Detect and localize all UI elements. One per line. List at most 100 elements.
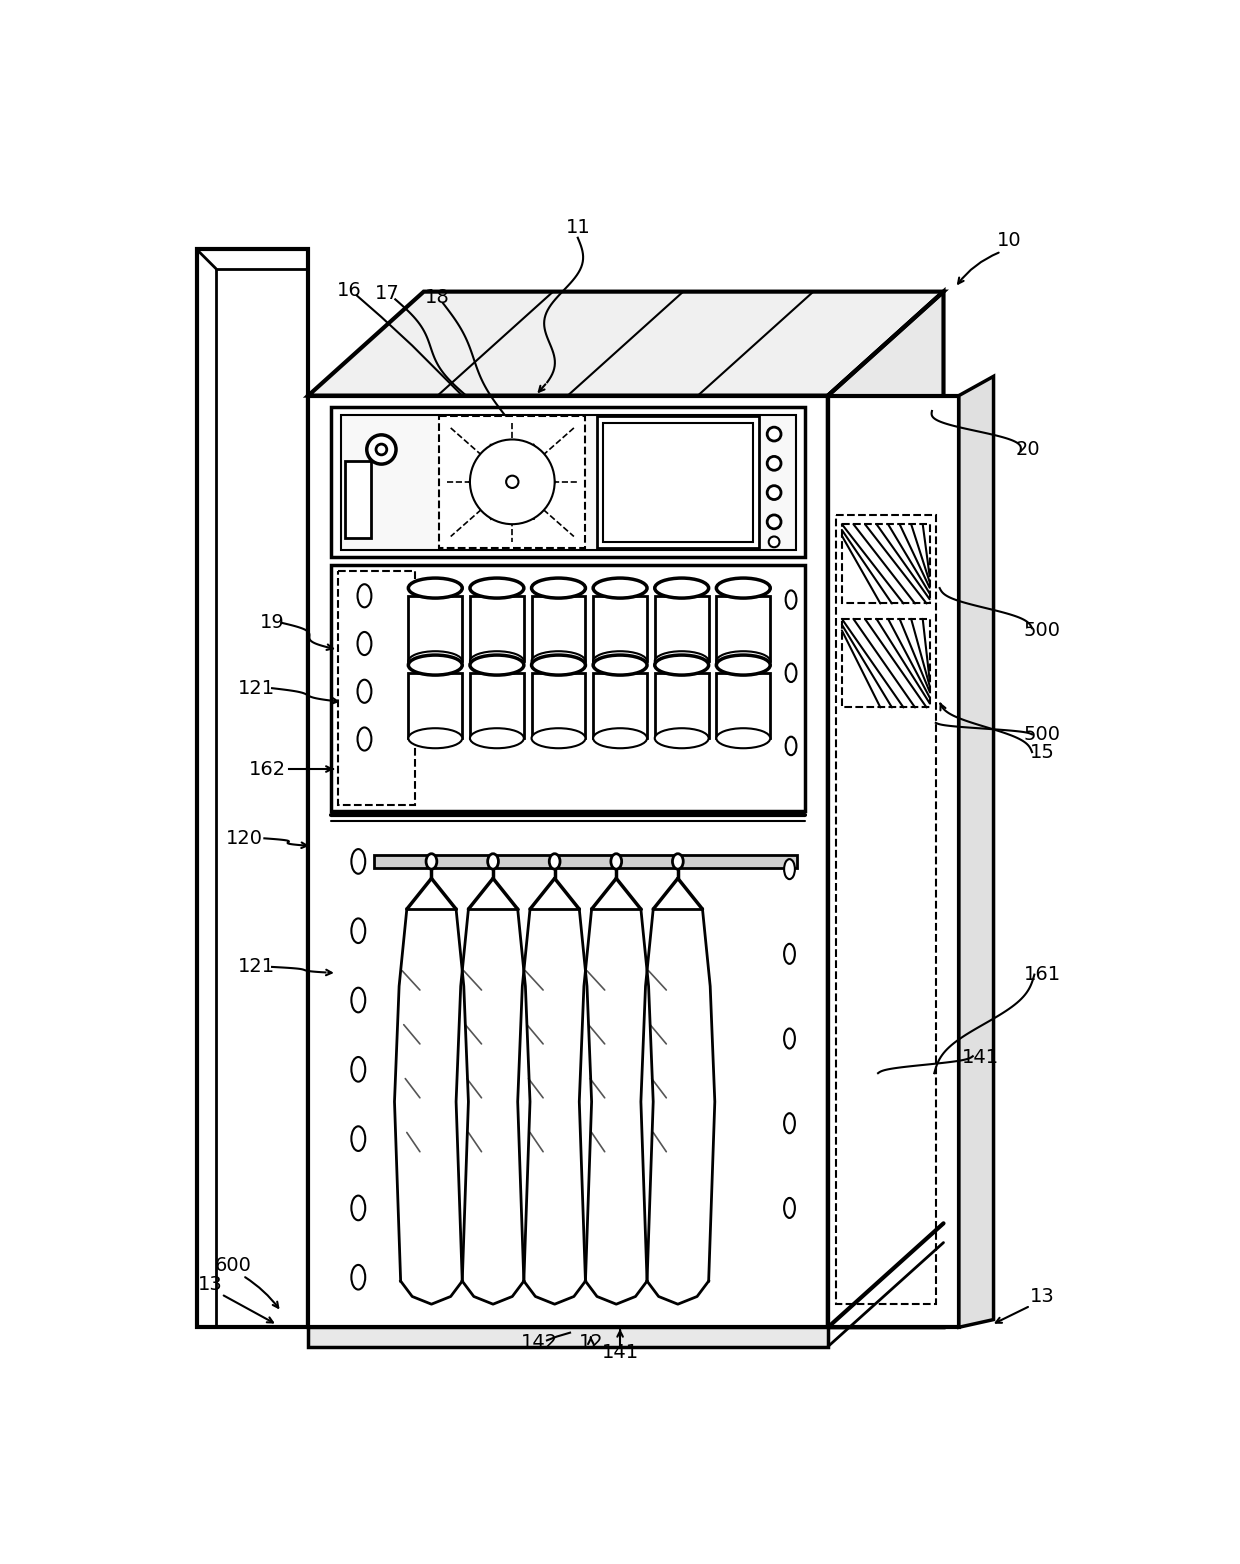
Ellipse shape — [376, 444, 387, 455]
Ellipse shape — [786, 590, 796, 608]
Text: 17: 17 — [376, 285, 401, 303]
Ellipse shape — [786, 737, 796, 755]
Ellipse shape — [768, 486, 781, 499]
Text: 142: 142 — [521, 1333, 558, 1353]
Text: 13: 13 — [1029, 1287, 1054, 1306]
Text: 600: 600 — [215, 1256, 252, 1275]
Polygon shape — [836, 515, 936, 1304]
Ellipse shape — [408, 655, 463, 676]
Polygon shape — [331, 565, 805, 812]
Ellipse shape — [655, 655, 708, 676]
Polygon shape — [408, 673, 463, 738]
Polygon shape — [717, 596, 770, 662]
Ellipse shape — [532, 729, 585, 748]
Text: 20: 20 — [1016, 439, 1040, 458]
Polygon shape — [470, 596, 523, 662]
Ellipse shape — [351, 849, 366, 874]
Ellipse shape — [593, 729, 647, 748]
Ellipse shape — [470, 579, 523, 597]
Ellipse shape — [357, 632, 372, 655]
Ellipse shape — [593, 651, 647, 671]
Polygon shape — [373, 856, 797, 868]
Ellipse shape — [717, 729, 770, 748]
Text: 15: 15 — [1029, 743, 1054, 762]
Text: 11: 11 — [565, 219, 590, 238]
Polygon shape — [828, 396, 959, 1328]
Text: 10: 10 — [997, 230, 1022, 250]
Ellipse shape — [367, 435, 396, 465]
Ellipse shape — [351, 918, 366, 943]
Text: 13: 13 — [198, 1275, 223, 1295]
Ellipse shape — [655, 729, 708, 748]
Polygon shape — [842, 524, 930, 604]
Text: 162: 162 — [249, 760, 286, 779]
Ellipse shape — [532, 655, 585, 676]
Text: 121: 121 — [238, 957, 275, 976]
Ellipse shape — [784, 1029, 795, 1048]
Ellipse shape — [717, 651, 770, 671]
Polygon shape — [828, 291, 944, 1328]
Ellipse shape — [408, 729, 463, 748]
Ellipse shape — [655, 651, 708, 671]
Polygon shape — [655, 673, 708, 738]
Polygon shape — [532, 673, 585, 738]
Ellipse shape — [717, 579, 770, 597]
Ellipse shape — [768, 515, 781, 529]
Polygon shape — [717, 673, 770, 738]
Polygon shape — [603, 422, 753, 541]
Ellipse shape — [768, 457, 781, 471]
Ellipse shape — [408, 579, 463, 597]
Text: 19: 19 — [259, 613, 284, 632]
Text: 141: 141 — [962, 1048, 999, 1067]
Text: 161: 161 — [1023, 965, 1060, 984]
Ellipse shape — [470, 439, 554, 524]
Ellipse shape — [611, 854, 621, 870]
Ellipse shape — [768, 427, 781, 441]
Ellipse shape — [672, 854, 683, 870]
Text: 18: 18 — [424, 288, 449, 307]
Ellipse shape — [532, 651, 585, 671]
Polygon shape — [309, 1328, 828, 1347]
Text: 16: 16 — [337, 280, 361, 300]
Polygon shape — [309, 396, 828, 1328]
Ellipse shape — [427, 854, 436, 870]
Polygon shape — [532, 596, 585, 662]
Polygon shape — [842, 619, 930, 707]
Text: 120: 120 — [226, 829, 263, 848]
Ellipse shape — [786, 663, 796, 682]
Ellipse shape — [593, 655, 647, 676]
Ellipse shape — [593, 579, 647, 597]
Ellipse shape — [784, 943, 795, 963]
Ellipse shape — [470, 651, 523, 671]
Ellipse shape — [487, 854, 498, 870]
Polygon shape — [655, 596, 708, 662]
Ellipse shape — [408, 651, 463, 671]
Polygon shape — [470, 673, 523, 738]
Polygon shape — [331, 407, 805, 557]
Ellipse shape — [351, 1265, 366, 1290]
Ellipse shape — [470, 655, 523, 676]
Polygon shape — [197, 249, 309, 1328]
Text: 12: 12 — [579, 1333, 603, 1353]
Polygon shape — [596, 416, 759, 547]
Polygon shape — [345, 461, 372, 538]
Polygon shape — [439, 416, 585, 547]
Ellipse shape — [506, 475, 518, 488]
Text: 141: 141 — [601, 1343, 639, 1362]
Ellipse shape — [784, 1114, 795, 1134]
Ellipse shape — [351, 988, 366, 1012]
Ellipse shape — [655, 579, 708, 597]
Ellipse shape — [470, 729, 523, 748]
Polygon shape — [593, 596, 647, 662]
Ellipse shape — [784, 859, 795, 879]
Ellipse shape — [357, 585, 372, 607]
Ellipse shape — [357, 680, 372, 702]
Text: 121: 121 — [238, 679, 275, 698]
Ellipse shape — [549, 854, 560, 870]
Ellipse shape — [784, 1198, 795, 1218]
Polygon shape — [593, 673, 647, 738]
Polygon shape — [959, 377, 993, 1328]
Polygon shape — [337, 571, 414, 805]
Ellipse shape — [532, 579, 585, 597]
Polygon shape — [408, 596, 463, 662]
